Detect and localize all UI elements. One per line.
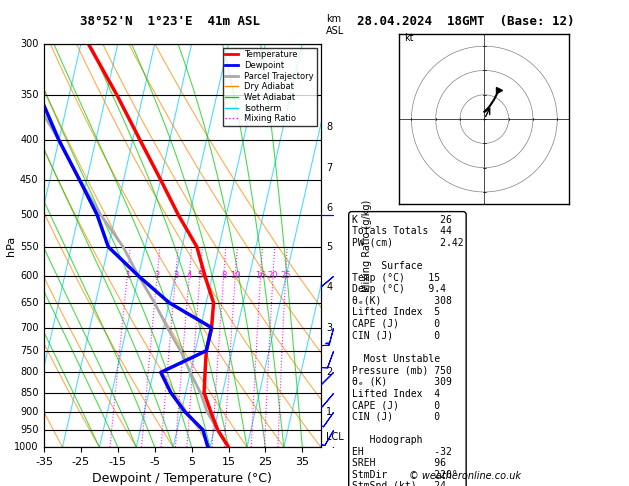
Text: km
ASL: km ASL [326,14,345,35]
Text: 500: 500 [20,210,38,220]
Text: 8: 8 [221,272,226,280]
Text: 8: 8 [326,122,333,132]
Text: 300: 300 [20,39,38,49]
Text: 7: 7 [326,163,333,173]
Text: 4: 4 [326,282,333,292]
Text: 550: 550 [20,242,38,252]
Text: 750: 750 [20,346,38,356]
Text: 4: 4 [187,272,192,280]
Text: 850: 850 [20,388,38,398]
X-axis label: Dewpoint / Temperature (°C): Dewpoint / Temperature (°C) [92,472,272,486]
Text: 16: 16 [255,272,266,280]
Text: 20: 20 [268,272,278,280]
Text: 350: 350 [20,90,38,101]
Text: 5: 5 [198,272,203,280]
Text: 1: 1 [326,407,333,417]
Text: LCL: LCL [326,432,344,442]
Text: 400: 400 [20,135,38,145]
Text: 600: 600 [20,271,38,281]
Text: 28.04.2024  18GMT  (Base: 12): 28.04.2024 18GMT (Base: 12) [357,15,574,28]
Text: 10: 10 [230,272,240,280]
Text: 6: 6 [326,203,333,213]
Text: 650: 650 [20,298,38,308]
Text: 1000: 1000 [14,442,38,452]
Text: 2: 2 [155,272,160,280]
Text: 38°52'N  1°23'E  41m ASL: 38°52'N 1°23'E 41m ASL [80,15,260,28]
Text: K              26
Totals Totals  44
PW (cm)        2.42

     Surface
Temp (°C) : K 26 Totals Totals 44 PW (cm) 2.42 Surfa… [352,214,463,486]
Text: 450: 450 [20,174,38,185]
Y-axis label: hPa: hPa [6,235,16,256]
Text: © weatheronline.co.uk: © weatheronline.co.uk [409,471,521,481]
Text: kt: kt [404,34,414,43]
Text: 3: 3 [173,272,178,280]
Text: 1: 1 [125,272,130,280]
Text: 700: 700 [20,323,38,332]
Legend: Temperature, Dewpoint, Parcel Trajectory, Dry Adiabat, Wet Adiabat, Isotherm, Mi: Temperature, Dewpoint, Parcel Trajectory… [223,48,316,126]
Text: 3: 3 [326,323,333,332]
Text: 900: 900 [20,407,38,417]
Text: 950: 950 [20,425,38,435]
Text: Mixing Ratio (g/kg): Mixing Ratio (g/kg) [362,199,372,292]
Text: 5: 5 [326,242,333,252]
Text: 2: 2 [326,367,333,377]
Text: 25: 25 [281,272,291,280]
Text: 800: 800 [20,367,38,377]
